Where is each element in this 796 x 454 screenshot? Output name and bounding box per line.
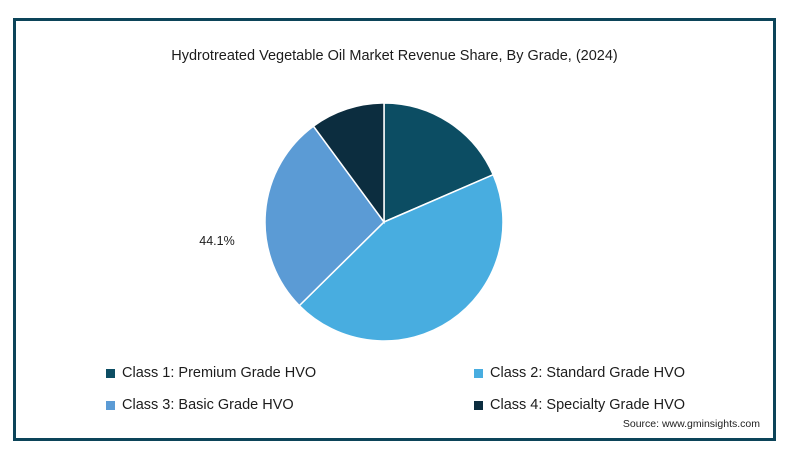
legend-label-class-3: Class 3: Basic Grade HVO	[122, 397, 294, 413]
legend-item-class-2: Class 2: Standard Grade HVO	[474, 365, 685, 381]
legend-swatch-class-2	[474, 368, 483, 378]
legend-item-class-3: Class 3: Basic Grade HVO	[106, 397, 294, 413]
legend-swatch-class-1	[106, 368, 115, 378]
pie-slice-class-3	[264, 125, 385, 307]
legend-item-class-4: Class 4: Specialty Grade HVO	[474, 397, 685, 413]
chart-title: Hydrotreated Vegetable Oil Market Revenu…	[171, 48, 618, 64]
legend-swatch-class-3	[106, 400, 115, 410]
legend-label-class-1: Class 1: Premium Grade HVO	[122, 365, 317, 381]
pie-slice-class-1	[383, 102, 495, 224]
pie-slice-class-2	[298, 173, 504, 342]
chart-frame: Hydrotreated Vegetable Oil Market Revenu…	[13, 18, 776, 441]
legend-label-class-4: Class 4: Specialty Grade HVO	[490, 397, 686, 413]
source-note: Source: www.gminsights.com	[622, 418, 760, 430]
legend-item-class-1: Class 1: Premium Grade HVO	[106, 365, 316, 381]
legend-swatch-class-4	[474, 400, 483, 410]
legend-label-class-2: Class 2: Standard Grade HVO	[490, 365, 686, 381]
pie-slice-class-4	[312, 102, 385, 225]
pie-chart: 44.1%	[199, 102, 504, 342]
data-label-1: 44.1%	[199, 234, 234, 248]
